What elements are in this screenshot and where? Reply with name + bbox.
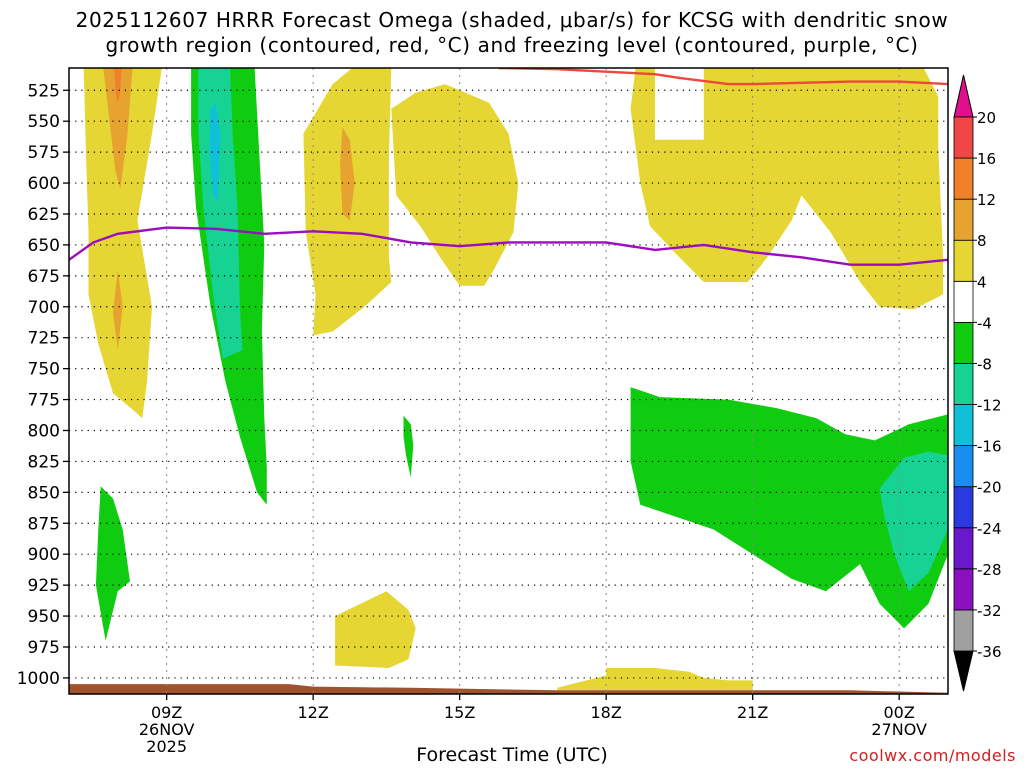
- colorbar-label-16: 16: [977, 150, 996, 168]
- colorbar-label--8: -8: [977, 355, 992, 373]
- colorbar-swatch-5: [953, 445, 974, 488]
- colorbar-label--20: -20: [977, 479, 1002, 497]
- y-tick-label-875: 875: [28, 514, 60, 534]
- y-tick-label-975: 975: [28, 638, 60, 658]
- chart-title-line2: growth region (contoured, red, °C) and f…: [105, 33, 919, 57]
- colorbar-swatch-1: [953, 609, 974, 652]
- omega-region-10: [340, 127, 355, 221]
- omega-region-2: [103, 68, 133, 190]
- colorbar-bottom-arrow: [953, 650, 974, 692]
- y-tick-label-775: 775: [28, 391, 60, 411]
- colorbar-top-arrow: [953, 74, 974, 118]
- omega-region-13: [630, 68, 944, 310]
- x-tick-label-15Z: 15Z: [444, 703, 475, 722]
- source-credit: coolwx.com/models: [849, 746, 1016, 765]
- y-tick-label-525: 525: [28, 81, 60, 101]
- colorbar-label-12: 12: [977, 191, 996, 209]
- colorbar-swatch-8: [953, 321, 974, 364]
- ground-surface: [69, 684, 948, 694]
- omega-region-17: [335, 591, 416, 668]
- plot-frame: [68, 67, 949, 695]
- x-tick-label-26NOV: 26NOV: [139, 720, 195, 739]
- y-tick-label-625: 625: [28, 205, 60, 225]
- colorbar-swatch-12: [953, 157, 974, 200]
- omega-region-14: [630, 387, 948, 629]
- colorbar-swatch-6: [953, 404, 974, 447]
- colorbar-label--16: -16: [977, 438, 1002, 456]
- x-tick-label-2025: 2025: [146, 737, 187, 756]
- colorbar-swatch-4: [953, 486, 974, 529]
- y-tick-label-650: 650: [28, 236, 60, 256]
- y-tick-label-675: 675: [28, 267, 60, 287]
- omega-region-11: [391, 84, 519, 286]
- omega-region-1: [83, 68, 162, 419]
- colorbar-label--4: -4: [977, 314, 992, 332]
- omega-region-16: [95, 486, 130, 641]
- y-tick-label-850: 850: [28, 483, 60, 503]
- colorbar-label-8: 8: [977, 232, 987, 250]
- colorbar-label--28: -28: [977, 561, 1002, 579]
- colorbar-swatch-9: [953, 280, 974, 323]
- colorbar-swatch-11: [953, 198, 974, 241]
- colorbar-label--12: -12: [977, 397, 1002, 415]
- y-tick-label-725: 725: [28, 329, 60, 349]
- colorbar-swatch-10: [953, 239, 974, 282]
- dgz-contour-line: [498, 68, 948, 86]
- y-tick-label-575: 575: [28, 143, 60, 163]
- y-tick-label-825: 825: [28, 452, 60, 472]
- omega-region-5: [113, 269, 123, 351]
- chart-title-line1: 2025112607 HRRR Forecast Omega (shaded, …: [75, 8, 949, 32]
- y-tick-label-750: 750: [28, 360, 60, 380]
- colorbar-label-20: 20: [977, 109, 996, 127]
- x-tick-label-12Z: 12Z: [298, 703, 329, 722]
- colorbar-swatch-2: [953, 568, 974, 611]
- colorbar-label--24: -24: [977, 520, 1002, 538]
- x-tick-label-18Z: 18Z: [591, 703, 622, 722]
- x-tick-label-00Z: 00Z: [884, 703, 915, 722]
- y-tick-label-800: 800: [28, 421, 60, 441]
- colorbar-swatch-13: [953, 116, 974, 159]
- colorbar-label--36: -36: [977, 643, 1002, 661]
- x-tick-label-27NOV: 27NOV: [871, 720, 927, 739]
- y-tick-label-550: 550: [28, 112, 60, 132]
- omega-region-8: [209, 102, 221, 202]
- y-tick-label-1000: 1000: [17, 669, 60, 689]
- omega-region-3: [113, 68, 122, 103]
- omega-region-15: [879, 451, 948, 592]
- plot-area: [69, 68, 948, 694]
- colorbar-swatch-7: [953, 363, 974, 405]
- y-tick-label-600: 600: [28, 174, 60, 194]
- colorbar-label--32: -32: [977, 602, 1002, 620]
- y-tick-label-900: 900: [28, 545, 60, 565]
- y-tick-label-925: 925: [28, 576, 60, 596]
- freezing-level-line: [69, 226, 948, 266]
- y-tick-label-700: 700: [28, 298, 60, 318]
- omega-region-7: [198, 68, 243, 359]
- colorbar-label-4: 4: [977, 273, 987, 291]
- x-tick-label-21Z: 21Z: [737, 703, 768, 722]
- x-tick-label-09Z: 09Z: [151, 703, 182, 722]
- y-tick-label-950: 950: [28, 607, 60, 627]
- colorbar-swatch-3: [953, 527, 974, 570]
- x-axis-label: Forecast Time (UTC): [416, 744, 608, 766]
